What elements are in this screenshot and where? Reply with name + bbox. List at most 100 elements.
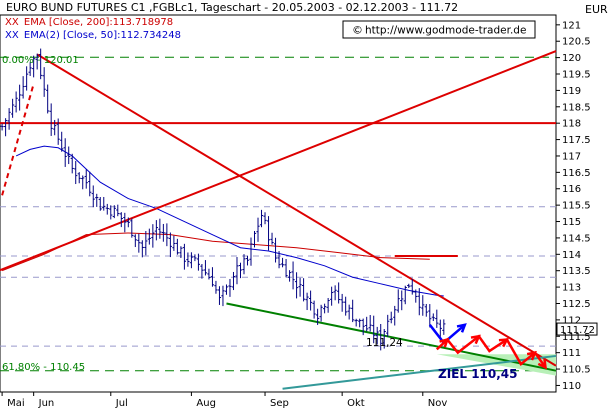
fib-label-618: 61.80% - 110.45 [2,362,85,373]
y-tick-label: 118.5 [562,102,591,113]
ohlc-bar [379,323,383,351]
trendline-downtrend-resistance [36,53,557,367]
ohlc-bar [203,260,208,276]
ohlc-bar [354,318,358,327]
ohlc-bar [238,262,243,279]
y-tick-label: 111.5 [562,332,591,343]
projection-red [435,334,547,369]
ohlc-bar [368,315,372,332]
ohlc-bar [438,319,442,339]
trendline-lower-support [226,302,557,372]
ohlc-bar [326,297,330,313]
ohlc-bar [214,280,218,294]
ohlc-bar [60,131,64,152]
y-tick-label: 110 [562,381,581,392]
ohlc-bar [273,237,278,263]
legend-ema50-text: EMA(2) [Close, 50]:112.734248 [24,30,181,41]
ohlc-bar [291,261,295,290]
ohlc-bar [435,309,439,328]
ohlc-bar [210,267,215,287]
ohlc-bar [42,67,46,97]
ohlc-bar [323,303,327,314]
x-tick-label: Aug [196,398,216,409]
ohlc-bar [417,288,421,316]
trendline-long-term-support [282,354,557,390]
ohlc-bar [130,218,134,238]
x-tick-label: Okt [347,398,365,409]
y-tick-label: 120 [562,53,581,64]
ohlc-bar [49,103,53,136]
ohlc-bar [105,203,109,215]
ohlc-bar [424,303,428,317]
y-tick-label: 121 [562,20,581,31]
y-tick-label: 117.5 [562,135,591,146]
ohlc-bar [242,254,246,275]
ohlc-bar [14,91,18,113]
y-tick-label: 116 [562,184,581,195]
ema-line-2 [15,145,444,297]
ohlc-bar [217,286,222,305]
ohlc-bar [305,292,309,311]
ohlc-bar [133,234,137,248]
ohlc-bar [11,98,15,118]
ohlc-bar [249,237,253,266]
ohlc-bar [172,235,176,251]
ohlc-bar [74,160,78,185]
ohlc-bar [46,84,50,114]
low-annotation: 111,24 [366,337,403,349]
ohlc-bar [245,255,250,266]
ohlc-bar [196,253,201,271]
ohlc-bar [193,254,197,262]
ohlc-bar [182,243,186,270]
ohlc-bar [294,272,299,299]
ohlc-bar [168,232,172,258]
ohlc-bar [347,304,351,320]
ohlc-bar [137,233,141,253]
ohlc-bar [53,119,57,136]
ohlc-bar [21,76,25,99]
ohlc-bar [259,209,264,228]
projection-red-head-4 [537,359,547,370]
ohlc-bar [375,326,379,345]
ohlc-bar [4,118,8,137]
ohlc-bar [140,240,144,258]
ohlc-bar [298,277,302,297]
x-tick-label: Jul [115,398,128,409]
ohlc-bar [18,84,22,111]
ohlc-bar [333,285,337,301]
ohlc-bar [386,314,390,337]
ohlc-bar [32,55,36,78]
ohlc-bar [431,313,435,322]
ohlc-bar [70,153,74,174]
ohlc-bar [280,257,285,268]
x-tick-label: Nov [428,398,448,409]
ohlc-bar [28,62,32,76]
ohlc-bar [98,196,102,211]
y-tick-label: 113.5 [562,266,591,277]
ohlc-bar [56,118,60,145]
y-tick-label: 119 [562,86,581,97]
ohlc-bar [309,290,313,311]
ohlc-bar [186,252,190,267]
ohlc-bar [358,318,362,328]
website-box[interactable]: © http://www.godmode-trader.de [342,20,536,39]
ohlc-bar [442,319,446,335]
y-tick-label: 115 [562,217,581,228]
ohlc-bar [365,316,369,332]
ohlc-bar [67,146,71,165]
ohlc-bar [161,223,165,242]
ohlc-bar [123,212,127,233]
ohlc-bar [158,218,162,239]
ohlc-bar [207,268,211,280]
ohlc-bar [63,138,67,167]
y-tick-label: 120.5 [562,37,591,48]
ohlc-bar [116,204,120,217]
ohlc-bar [144,231,148,256]
ohlc-bar [84,169,88,189]
trendline-uptrend-support [0,50,557,272]
y-tick-label: 117 [562,151,581,162]
ohlc-bar [7,108,11,130]
legend-ema50-prefix: XX [5,30,19,41]
ohlc-bar [266,216,271,251]
